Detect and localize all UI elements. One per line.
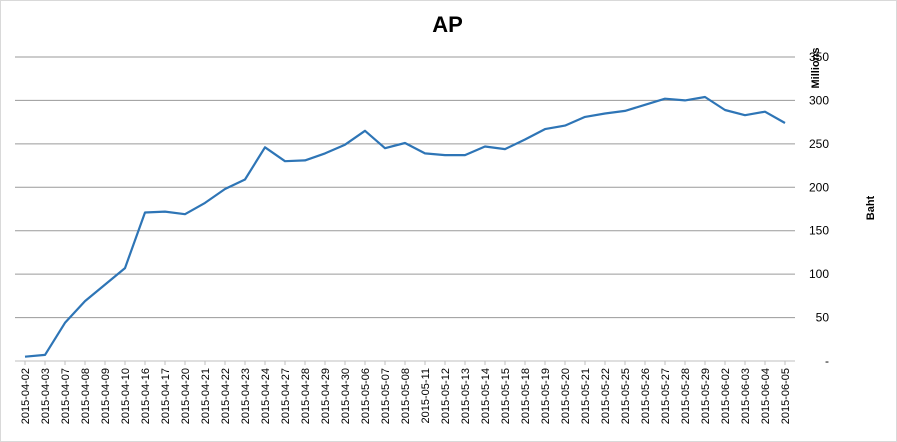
x-tick-label: 2015-04-28: [300, 368, 312, 424]
x-tick-label: 2015-04-10: [120, 368, 132, 424]
y-axis-ticks: - 50 100 150 200 250 300 350: [809, 50, 829, 368]
y-tick-label: 150: [809, 224, 829, 238]
series-polyline: [24, 95, 786, 358]
grid-lines: [15, 56, 795, 362]
x-tick-label: 2015-05-27: [660, 368, 672, 424]
x-tick-label: 2015-04-08: [80, 368, 92, 424]
y-tick-label: 350: [809, 50, 829, 64]
y-tick-label: 50: [816, 311, 830, 325]
x-tick-label: 2015-06-04: [760, 368, 772, 424]
x-tick-label: 2015-05-14: [480, 368, 492, 424]
x-tick-label: 2015-05-22: [600, 368, 612, 424]
x-tick-label: 2015-05-29: [700, 368, 712, 424]
x-tick-label: 2015-04-07: [60, 368, 72, 424]
x-tick-label: 2015-04-16: [140, 368, 152, 424]
x-tick-label: 2015-05-06: [360, 368, 372, 424]
x-tick-label: 2015-04-27: [280, 368, 292, 424]
series-line: [24, 95, 786, 358]
x-axis-ticks: 2015-04-02 2015-04-03 2015-04-07 2015-04-08…: [20, 361, 792, 424]
x-tick-label: 2015-04-09: [100, 368, 112, 424]
x-tick-label: 2015-05-18: [520, 368, 532, 424]
x-tick-label: 2015-06-03: [740, 368, 752, 424]
x-tick-label: 2015-04-17: [160, 368, 172, 424]
y-tick-label: 250: [809, 137, 829, 151]
x-tick-label: 2015-04-20: [180, 368, 192, 424]
x-tick-label: 2015-05-21: [580, 368, 592, 424]
x-tick-label: 2015-04-30: [340, 368, 352, 424]
chart-title: AP: [432, 12, 463, 37]
x-tick-label: 2015-04-22: [220, 368, 232, 424]
x-tick-label: 2015-04-21: [200, 368, 212, 424]
x-tick-label: 2015-05-13: [460, 368, 472, 424]
x-tick-label: 2015-05-25: [620, 368, 632, 424]
x-tick-label: 2015-04-02: [20, 368, 32, 424]
x-tick-label: 2015-05-11: [420, 368, 432, 423]
x-tick-label: 2015-05-19: [540, 368, 552, 424]
x-tick-label: 2015-04-24: [260, 368, 272, 424]
y-tick-label: -: [825, 354, 829, 368]
x-tick-label: 2015-05-28: [680, 368, 692, 424]
x-tick-label: 2015-05-15: [500, 368, 512, 424]
y-tick-label: 100: [809, 267, 829, 281]
x-tick-label: 2015-06-05: [780, 368, 792, 424]
x-tick-label: 2015-05-20: [560, 368, 572, 424]
x-tick-label: 2015-05-26: [640, 368, 652, 424]
x-tick-label: 2015-04-23: [240, 368, 252, 424]
x-tick-label: 2015-06-02: [720, 368, 732, 424]
x-tick-label: 2015-05-07: [380, 368, 392, 424]
y-tick-label: 300: [809, 93, 829, 107]
y-tick-label: 200: [809, 180, 829, 194]
x-tick-label: 2015-04-29: [320, 368, 332, 424]
x-tick-label: 2015-05-08: [400, 368, 412, 424]
x-tick-label: 2015-04-03: [40, 368, 52, 424]
x-tick-label: 2015-05-12: [440, 368, 452, 424]
